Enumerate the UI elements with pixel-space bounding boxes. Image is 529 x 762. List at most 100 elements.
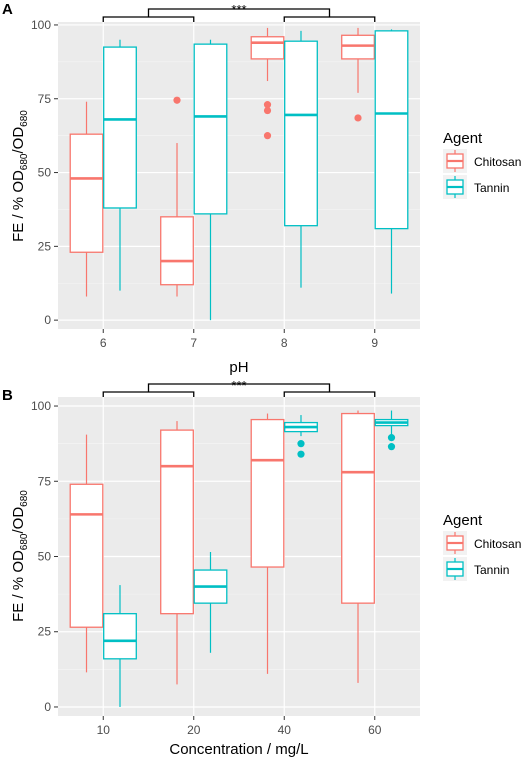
y-tick-label: 75 xyxy=(38,474,52,488)
box-chitosan-7 xyxy=(160,96,194,297)
x-axis-label: pH xyxy=(229,359,248,376)
box-tannin-8 xyxy=(284,30,318,288)
box-body xyxy=(160,216,194,286)
y-tick-label: 25 xyxy=(38,239,52,253)
box-body xyxy=(341,412,375,604)
box-body xyxy=(374,30,409,230)
svg-text:FE / % OD680/OD680: FE / % OD680/OD680 xyxy=(10,110,30,242)
box-tannin-60 xyxy=(374,410,409,451)
x-tick-label: 20 xyxy=(187,723,201,737)
legend-label: Chitosan xyxy=(474,537,521,551)
box-body xyxy=(284,40,318,227)
y-axis-label: FE / % OD680/OD680 xyxy=(10,490,30,622)
outlier-point xyxy=(354,114,362,122)
y-tick-label: 50 xyxy=(38,166,52,180)
y-label-sub: 680 xyxy=(19,110,30,127)
significance-label: *** xyxy=(231,378,246,393)
bracket xyxy=(102,16,195,22)
x-tick-label: 9 xyxy=(371,336,378,350)
box-chitosan-8 xyxy=(250,27,285,140)
y-label-main: FE / % OD xyxy=(10,170,27,242)
panel-label: B xyxy=(2,387,13,404)
box-body xyxy=(341,34,375,60)
x-tick-label: 10 xyxy=(97,723,111,737)
box-body xyxy=(160,429,194,615)
y-ticks: 0 25 50 75 100 xyxy=(31,18,58,327)
legend-label: Chitosan xyxy=(474,155,521,169)
legend: Agent Chitosan Tannin xyxy=(443,512,521,581)
significance-brackets xyxy=(102,383,376,397)
legend-label: Tannin xyxy=(474,181,509,195)
y-label-sub: 680 xyxy=(19,490,30,507)
bracket xyxy=(283,16,376,22)
legend-item-tannin: Tannin xyxy=(443,175,509,199)
box-tannin-6 xyxy=(103,39,137,291)
outlier-point xyxy=(387,443,396,451)
legend-item-chitosan: Chitosan xyxy=(443,149,521,173)
panel-b: B *** 0 25 50 75 100 10 20 40 60 Concentration … xyxy=(2,378,420,758)
x-ticks: 10 20 40 60 xyxy=(97,716,382,737)
y-axis-label: FE / % OD680/OD680 xyxy=(10,110,30,242)
box-tannin-40 xyxy=(284,415,318,458)
y-tick-label: 75 xyxy=(38,92,52,106)
box-tannin-10 xyxy=(103,585,137,707)
box-body xyxy=(69,483,104,628)
y-tick-label: 0 xyxy=(44,700,51,714)
box-body xyxy=(193,43,228,215)
box-chitosan-20 xyxy=(160,421,194,685)
y-tick-label: 50 xyxy=(38,550,52,564)
outlier-point xyxy=(173,96,181,104)
box-tannin-7 xyxy=(193,39,228,321)
x-tick-label: 7 xyxy=(190,336,197,350)
outlier-point xyxy=(263,106,272,115)
significance-label: *** xyxy=(231,2,246,17)
significance-brackets xyxy=(102,8,376,22)
box-chitosan-6 xyxy=(69,101,104,297)
legend-title: Agent xyxy=(443,130,483,147)
bracket xyxy=(147,8,331,17)
boxes xyxy=(69,27,409,321)
box-body xyxy=(250,418,285,568)
x-tick-label: 8 xyxy=(281,336,288,350)
legend-item-chitosan: Chitosan xyxy=(443,531,521,555)
bracket xyxy=(102,391,195,397)
legend-item-tannin: Tannin xyxy=(443,557,509,581)
y-ticks: 0 25 50 75 100 xyxy=(31,399,58,714)
y-label-main: FE / % OD xyxy=(10,550,27,622)
x-ticks: 6 7 8 9 xyxy=(100,329,378,350)
box-chitosan-9 xyxy=(341,27,375,122)
box-body xyxy=(103,613,137,660)
y-tick-label: 100 xyxy=(31,18,51,32)
y-tick-label: 100 xyxy=(31,399,51,413)
y-tick-label: 25 xyxy=(38,625,52,639)
box-tannin-20 xyxy=(193,551,228,653)
y-label-mid: /OD xyxy=(10,127,27,154)
box-chitosan-40 xyxy=(250,413,285,674)
x-tick-label: 40 xyxy=(278,723,292,737)
box-tannin-9 xyxy=(374,29,409,294)
outlier-point xyxy=(263,132,272,140)
panel-label: A xyxy=(2,1,13,18)
legend-label: Tannin xyxy=(474,563,509,577)
bracket xyxy=(147,383,331,392)
y-label-sub: 680 xyxy=(19,153,30,170)
boxes xyxy=(69,410,409,707)
x-tick-label: 60 xyxy=(368,723,382,737)
svg-text:FE / % OD680/OD680: FE / % OD680/OD680 xyxy=(10,490,30,622)
legend-title: Agent xyxy=(443,512,483,529)
box-chitosan-60 xyxy=(341,410,375,683)
x-tick-label: 6 xyxy=(100,336,107,350)
box-body xyxy=(103,46,137,209)
outlier-point xyxy=(297,450,305,458)
y-tick-label: 0 xyxy=(44,313,51,327)
box-body xyxy=(69,133,104,253)
y-label-mid: /OD xyxy=(10,507,27,534)
x-axis-label: Concentration / mg/L xyxy=(169,741,308,758)
box-body xyxy=(250,36,285,60)
box-chitosan-10 xyxy=(69,434,104,673)
y-label-sub: 680 xyxy=(19,533,30,550)
bracket xyxy=(283,391,376,397)
outlier-point xyxy=(263,101,272,109)
